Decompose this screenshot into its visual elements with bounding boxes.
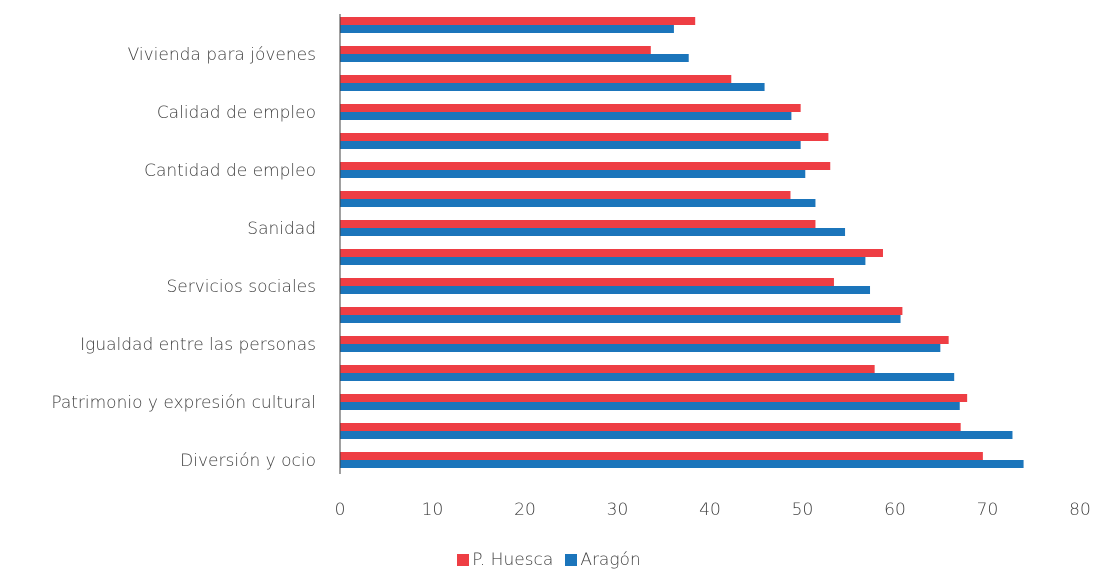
bar-aragon-5 <box>340 170 806 178</box>
bar-p-huesca-12 <box>340 365 875 373</box>
bar-aragon-12 <box>340 373 955 381</box>
bar-p-huesca-3 <box>340 104 801 112</box>
category-label-10: Igualdad entre las personas <box>80 335 316 355</box>
bar-aragon-15 <box>340 460 1024 468</box>
x-tick-label-0: 0 <box>335 500 346 520</box>
category-label-6: Sanidad <box>247 219 316 239</box>
bar-aragon-8 <box>340 257 866 265</box>
bar-aragon-10 <box>340 315 901 323</box>
bar-chart: Vivienda para jóvenes Calidad de empleo Ca… <box>51 14 1091 520</box>
bar-aragon-14 <box>340 431 1013 439</box>
bar-p-huesca-10 <box>340 307 903 315</box>
bars <box>340 17 1024 468</box>
bar-p-huesca-0 <box>340 17 696 25</box>
bar-aragon-2 <box>340 83 765 91</box>
category-label-4: Cantidad de empleo <box>144 161 316 181</box>
x-tick-label-30: 30 <box>607 500 629 520</box>
bar-p-huesca-8 <box>340 249 883 257</box>
category-label-0: Vivienda para jóvenes <box>128 45 316 65</box>
bar-aragon-6 <box>340 199 816 207</box>
category-label-14: Diversión y ocio <box>180 451 316 471</box>
bar-p-huesca-15 <box>340 452 983 460</box>
legend-swatch-p-huesca <box>457 554 470 566</box>
x-tick-label-40: 40 <box>699 500 721 520</box>
legend-item-p-huesca: P. Huesca <box>457 550 553 570</box>
category-label-8: Servicios sociales <box>166 277 316 297</box>
x-tick-labels: 0 10 20 30 40 50 60 70 80 <box>335 500 1091 520</box>
bar-aragon-4 <box>340 141 801 149</box>
x-tick-label-50: 50 <box>792 500 814 520</box>
bar-aragon-9 <box>340 286 871 294</box>
bar-aragon-0 <box>340 25 674 33</box>
bar-p-huesca-7 <box>340 220 816 228</box>
bar-p-huesca-6 <box>340 191 791 199</box>
bar-p-huesca-9 <box>340 278 834 286</box>
category-label-12: Patrimonio y expresión cultural <box>51 393 316 413</box>
category-labels: Vivienda para jóvenes Calidad de empleo Ca… <box>51 45 316 471</box>
bar-p-huesca-2 <box>340 75 732 83</box>
bar-p-huesca-5 <box>340 162 831 170</box>
bar-aragon-7 <box>340 228 846 236</box>
legend: P. Huesca Aragón <box>0 549 1098 571</box>
x-tick-label-70: 70 <box>977 500 999 520</box>
x-tick-label-10: 10 <box>422 500 444 520</box>
bar-p-huesca-11 <box>340 336 949 344</box>
bar-p-huesca-14 <box>340 423 961 431</box>
bar-p-huesca-13 <box>340 394 968 402</box>
bar-p-huesca-1 <box>340 46 651 54</box>
bar-aragon-13 <box>340 402 960 410</box>
x-tick-label-20: 20 <box>514 500 536 520</box>
legend-item-aragon: Aragón <box>565 550 641 570</box>
legend-swatch-aragon <box>565 554 578 566</box>
bar-aragon-1 <box>340 54 689 62</box>
x-tick-label-80: 80 <box>1069 500 1091 520</box>
bar-p-huesca-4 <box>340 133 829 141</box>
legend-label-p-huesca: P. Huesca <box>472 550 554 570</box>
bar-aragon-3 <box>340 112 792 120</box>
bar-aragon-11 <box>340 344 941 352</box>
category-label-2: Calidad de empleo <box>157 103 316 123</box>
legend-label-aragon: Aragón <box>580 550 641 570</box>
x-tick-label-60: 60 <box>884 500 906 520</box>
